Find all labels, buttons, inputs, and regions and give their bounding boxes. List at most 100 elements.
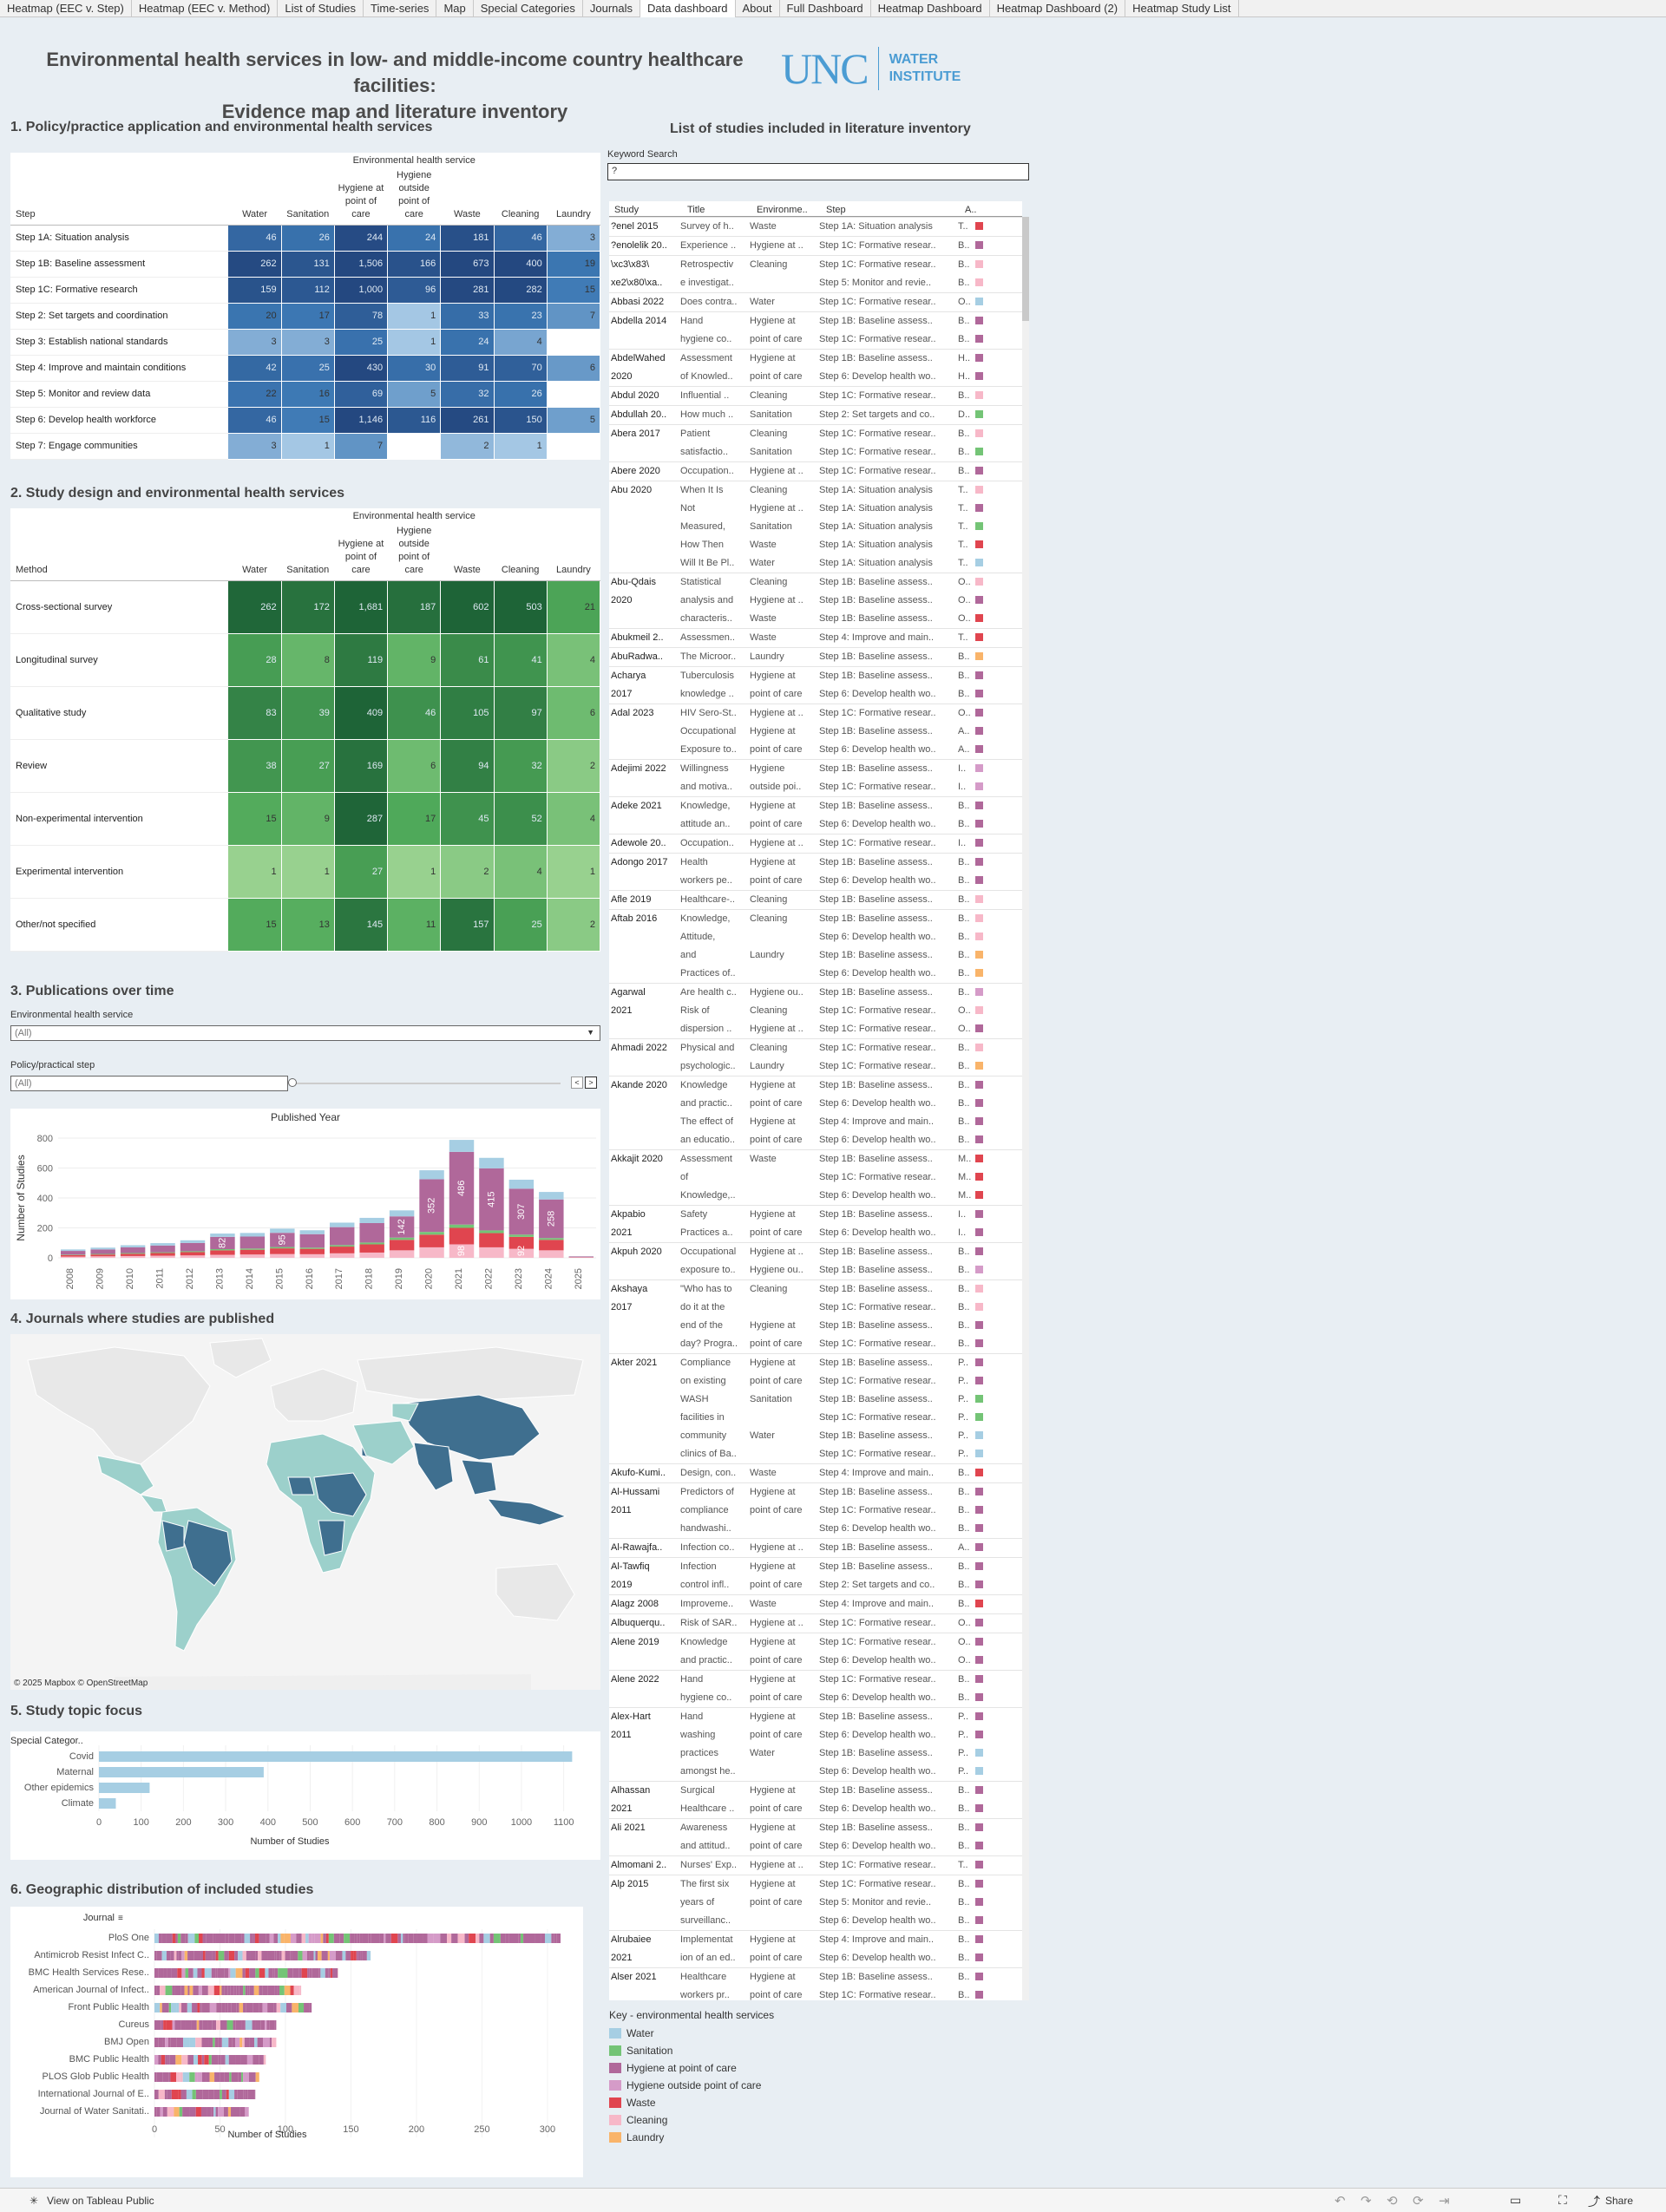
journal-bar-segment[interactable] [154, 1934, 159, 1943]
journal-bar-segment[interactable] [211, 2055, 219, 2065]
table-row[interactable]: surveillanc.. Step 6: Develop health wo..… [609, 1912, 1022, 1931]
heatmap-cell[interactable]: 45 [440, 792, 495, 846]
journal-bar-segment[interactable] [165, 2055, 168, 2065]
journal-bar-segment[interactable] [302, 1951, 307, 1960]
journal-bar-segment[interactable] [234, 2090, 238, 2099]
heatmap-cell[interactable]: 32 [494, 739, 548, 793]
journal-bar-segment[interactable] [228, 1934, 235, 1943]
heatmap-cell[interactable]: 3 [227, 433, 282, 460]
bar-segment-waste[interactable] [539, 1240, 564, 1251]
journal-bar-segment[interactable] [385, 1934, 391, 1943]
heatmap-cell[interactable]: 46 [387, 686, 442, 740]
journal-bar-segment[interactable] [182, 2107, 190, 2117]
journal-bar-segment[interactable] [249, 1986, 254, 1995]
journal-bar-segment[interactable] [186, 2090, 193, 2099]
journal-bar-segment[interactable] [318, 1951, 322, 1960]
journal-bar-segment[interactable] [489, 1934, 494, 1943]
journal-bar-segment[interactable] [254, 2038, 258, 2047]
table-row[interactable]: Knowledge,.. Step 6: Develop health wo.. M… [609, 1187, 1022, 1206]
journal-bar-segment[interactable] [250, 1951, 256, 1960]
heatmap-cell[interactable]: 6 [547, 355, 601, 382]
table-row[interactable]: years of point of care Step 5: Monitor and… [609, 1894, 1022, 1912]
study-cell[interactable] [609, 1986, 679, 2000]
journal-bar-segment[interactable] [167, 1968, 172, 1978]
col-header-cleaning[interactable]: Cleaning [494, 524, 548, 581]
journal-bar-segment[interactable] [243, 2090, 246, 2099]
bar-segment-cleaning[interactable] [419, 1247, 444, 1258]
journal-bar-segment[interactable] [292, 1951, 295, 1960]
journal-bar-segment[interactable] [177, 1934, 181, 1943]
heatmap-cell[interactable]: 19 [547, 251, 601, 278]
bar-segment-sanitation[interactable] [239, 1248, 266, 1250]
heatmap-cell[interactable]: 70 [494, 355, 548, 382]
bar-segment-hygiene-at-point-of-care[interactable] [539, 1199, 564, 1239]
bar-segment-hygiene-at-point-of-care[interactable] [389, 1216, 415, 1238]
study-cell[interactable]: Adejimi 2022 [609, 759, 679, 778]
col-study[interactable]: Study [614, 205, 640, 215]
journal-bar-segment[interactable] [298, 1951, 303, 1960]
journal-bar-segment[interactable] [259, 1934, 266, 1943]
bar-segment-hygiene-at-point-of-care[interactable] [239, 1236, 266, 1249]
journal-bar-segment[interactable] [179, 2003, 182, 2012]
journal-bar-segment[interactable] [259, 1968, 266, 1978]
journal-bar-segment[interactable] [160, 1986, 166, 1995]
journal-bar-segment[interactable] [181, 2003, 187, 2012]
table-row[interactable]: Abere 2020 Occupation.. Hygiene at .. Step … [609, 461, 1022, 481]
heatmap-cell[interactable]: 3 [281, 329, 335, 356]
journal-bar-segment[interactable] [221, 2003, 226, 2012]
journal-bar-segment[interactable] [447, 1934, 452, 1943]
study-cell[interactable]: 2011 [611, 1505, 632, 1515]
bar-segment-hygiene-at-point-of-care[interactable] [479, 1168, 504, 1231]
world-map[interactable] [10, 1334, 600, 1690]
share-icon[interactable]: ⤴ [1588, 2195, 1600, 2209]
table-row[interactable]: workers pr.. point of care Step 1C: Format… [609, 1986, 1022, 2000]
journal-bar-segment[interactable] [245, 2020, 253, 2030]
journal-bar-segment[interactable] [224, 1951, 229, 1960]
journal-bar-segment[interactable] [231, 2003, 237, 2012]
study-cell[interactable]: Acharya [609, 666, 679, 685]
journal-bar-segment[interactable] [225, 2003, 228, 2012]
heatmap-cell[interactable]: 15 [281, 407, 335, 434]
journal-bar-segment[interactable] [181, 1951, 185, 1960]
table-row[interactable]: 2011 compliance point of care Step 1C: Form… [609, 1502, 1022, 1520]
journal-bar-segment[interactable] [269, 2020, 275, 2030]
study-cell[interactable]: Al-Tawfiq [609, 1557, 679, 1576]
table-row[interactable]: amongst he.. Step 6: Develop health wo.. P… [609, 1763, 1022, 1782]
journal-bar-segment[interactable] [323, 1934, 326, 1943]
journal-bar-segment[interactable] [249, 1968, 256, 1978]
journal-bar-segment[interactable] [246, 2055, 253, 2065]
bar-segment-water[interactable] [270, 1228, 295, 1234]
study-cell[interactable]: Akande 2020 [609, 1076, 679, 1095]
table-row[interactable]: Akshaya "Who has to Cleaning Step 1B: Basel… [609, 1279, 1022, 1299]
journal-bar-segment[interactable] [187, 2055, 193, 2065]
journal-bar-segment[interactable] [161, 1951, 167, 1960]
journal-bar-segment[interactable] [243, 1986, 246, 1995]
journal-bar-segment[interactable] [162, 2072, 169, 2082]
journal-bar-segment[interactable] [520, 1934, 524, 1943]
journal-bar-segment[interactable] [242, 1968, 246, 1978]
journal-bar-segment[interactable] [242, 1951, 246, 1960]
heatmap-cell[interactable]: 673 [440, 251, 495, 278]
study-cell[interactable]: Adal 2023 [609, 704, 679, 723]
journal-bar-segment[interactable] [233, 1986, 237, 1995]
heatmap-cell[interactable]: 105 [440, 686, 495, 740]
sort-icon[interactable]: ≡ [118, 1914, 123, 1923]
journal-bar-segment[interactable] [267, 1951, 275, 1960]
journal-bar-segment[interactable] [215, 1951, 219, 1960]
heatmap-cell[interactable]: 27 [281, 739, 335, 793]
journal-bar-segment[interactable] [175, 2055, 182, 2065]
journal-bar-segment[interactable] [215, 1934, 220, 1943]
journal-bar-segment[interactable] [433, 1934, 441, 1943]
col-header-sanitation[interactable]: Sanitation [281, 524, 335, 581]
journal-bar-segment[interactable] [220, 2055, 226, 2065]
study-cell[interactable] [609, 1652, 679, 1671]
journal-bar-segment[interactable] [384, 1934, 386, 1943]
slider-prev-icon[interactable]: < [571, 1077, 583, 1089]
table-row[interactable]: Adal 2023 HIV Sero-St.. Hygiene at .. Step … [609, 704, 1022, 723]
journal-bar-segment[interactable] [403, 1934, 405, 1943]
heatmap-cell[interactable]: 39 [281, 686, 335, 740]
journal-bar-segment[interactable] [232, 2038, 236, 2047]
study-cell[interactable]: 2019 [611, 1580, 633, 1590]
study-cell[interactable]: 2021 [611, 1953, 633, 1963]
table-row[interactable]: 2017 knowledge .. point of care Step 6: Dev… [609, 685, 1022, 704]
